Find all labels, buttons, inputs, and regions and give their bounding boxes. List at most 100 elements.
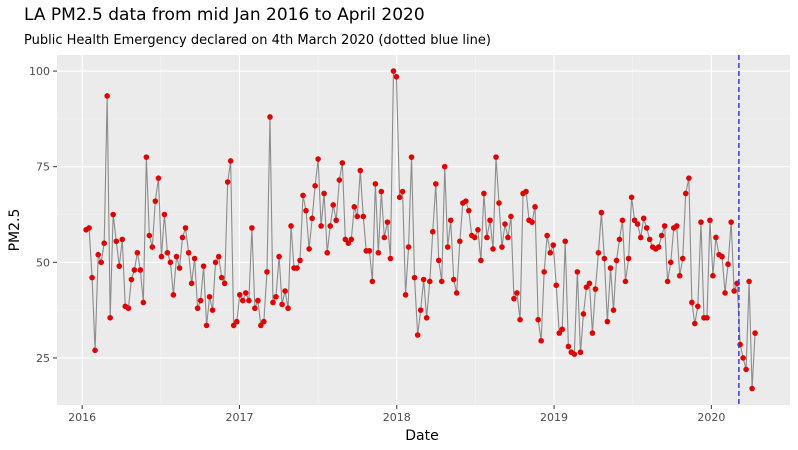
- data-point: [155, 175, 162, 181]
- data-point: [643, 225, 650, 231]
- data-point: [523, 188, 529, 195]
- data-point: [505, 234, 511, 241]
- data-point: [98, 259, 105, 266]
- data-point: [203, 322, 210, 329]
- data-point: [689, 299, 695, 306]
- data-point: [478, 257, 484, 264]
- data-point: [658, 232, 665, 239]
- data-point: [185, 249, 192, 256]
- data-point: [414, 332, 421, 338]
- data-point: [258, 322, 264, 329]
- data-point: [707, 217, 713, 224]
- data-point: [173, 253, 180, 260]
- data-point: [143, 154, 150, 160]
- data-point: [179, 234, 186, 241]
- data-point: [661, 223, 668, 229]
- data-point: [616, 236, 623, 243]
- data-point: [592, 286, 599, 292]
- data-point: [493, 154, 499, 160]
- data-point: [381, 234, 388, 241]
- y-tick-label: 25: [36, 352, 50, 365]
- data-point: [420, 276, 427, 283]
- marks: [83, 55, 758, 405]
- data-point: [740, 355, 746, 361]
- data-point: [188, 280, 195, 287]
- data-point: [463, 198, 469, 204]
- data-point: [252, 305, 258, 312]
- data-point: [682, 190, 689, 197]
- data-point: [131, 267, 138, 273]
- data-point: [312, 183, 318, 189]
- data-point: [586, 280, 593, 287]
- grid: [57, 55, 790, 405]
- data-point: [152, 198, 159, 204]
- data-point: [107, 314, 113, 321]
- data-point: [544, 232, 550, 239]
- data-point: [423, 314, 430, 321]
- data-point: [119, 236, 126, 243]
- data-point: [731, 288, 737, 294]
- data-point: [571, 351, 578, 357]
- data-point: [390, 68, 397, 74]
- data-point: [655, 244, 662, 250]
- panel: [57, 55, 790, 405]
- data-point: [378, 188, 385, 195]
- y-tick-label: 50: [36, 256, 50, 269]
- data-point: [550, 242, 557, 248]
- x-axis-title: Date: [405, 428, 438, 444]
- x-tick-label: 2018: [383, 411, 411, 424]
- data-point: [538, 337, 544, 344]
- data-point: [402, 292, 409, 298]
- data-point: [209, 307, 216, 313]
- data-point: [411, 274, 418, 281]
- data-point: [176, 265, 183, 271]
- data-point: [499, 244, 505, 250]
- data-point: [279, 301, 285, 308]
- data-point: [372, 181, 379, 187]
- data-point: [749, 385, 755, 392]
- data-point: [399, 188, 406, 195]
- data-point: [246, 297, 252, 304]
- data-point: [324, 249, 331, 256]
- data-point: [646, 236, 653, 243]
- data-point: [466, 207, 472, 214]
- data-point: [393, 74, 400, 80]
- data-point: [589, 330, 596, 336]
- data-point: [610, 307, 617, 313]
- data-point: [285, 305, 291, 312]
- data-point: [722, 290, 728, 296]
- data-point: [164, 249, 171, 256]
- x-tick-label: 2017: [225, 411, 253, 424]
- data-point: [426, 278, 433, 285]
- data-point: [288, 223, 294, 229]
- data-point: [236, 292, 243, 298]
- data-point: [679, 255, 686, 262]
- data-point: [559, 326, 566, 333]
- data-point: [348, 236, 355, 243]
- data-point: [453, 290, 460, 296]
- data-point: [261, 318, 267, 325]
- data-point: [384, 219, 391, 225]
- data-point: [230, 322, 237, 329]
- data-point: [502, 221, 508, 227]
- data-point: [200, 263, 207, 269]
- data-point: [692, 320, 698, 327]
- data-point: [221, 280, 228, 287]
- chart-subtitle: Public Health Emergency declared on 4th …: [24, 33, 491, 48]
- data-point: [532, 204, 538, 210]
- data-point: [276, 253, 282, 260]
- data-point: [321, 190, 327, 197]
- data-point: [514, 290, 520, 296]
- data-point: [640, 215, 647, 222]
- data-point: [676, 272, 683, 279]
- data-point: [408, 154, 415, 160]
- data-point: [481, 190, 487, 197]
- data-point: [508, 213, 514, 220]
- data-point: [354, 213, 361, 220]
- data-point: [405, 244, 412, 250]
- data-point: [336, 177, 343, 183]
- data-point: [471, 234, 478, 241]
- x-tick-label: 2019: [540, 411, 568, 424]
- data-point: [282, 288, 288, 294]
- data-point: [695, 303, 701, 310]
